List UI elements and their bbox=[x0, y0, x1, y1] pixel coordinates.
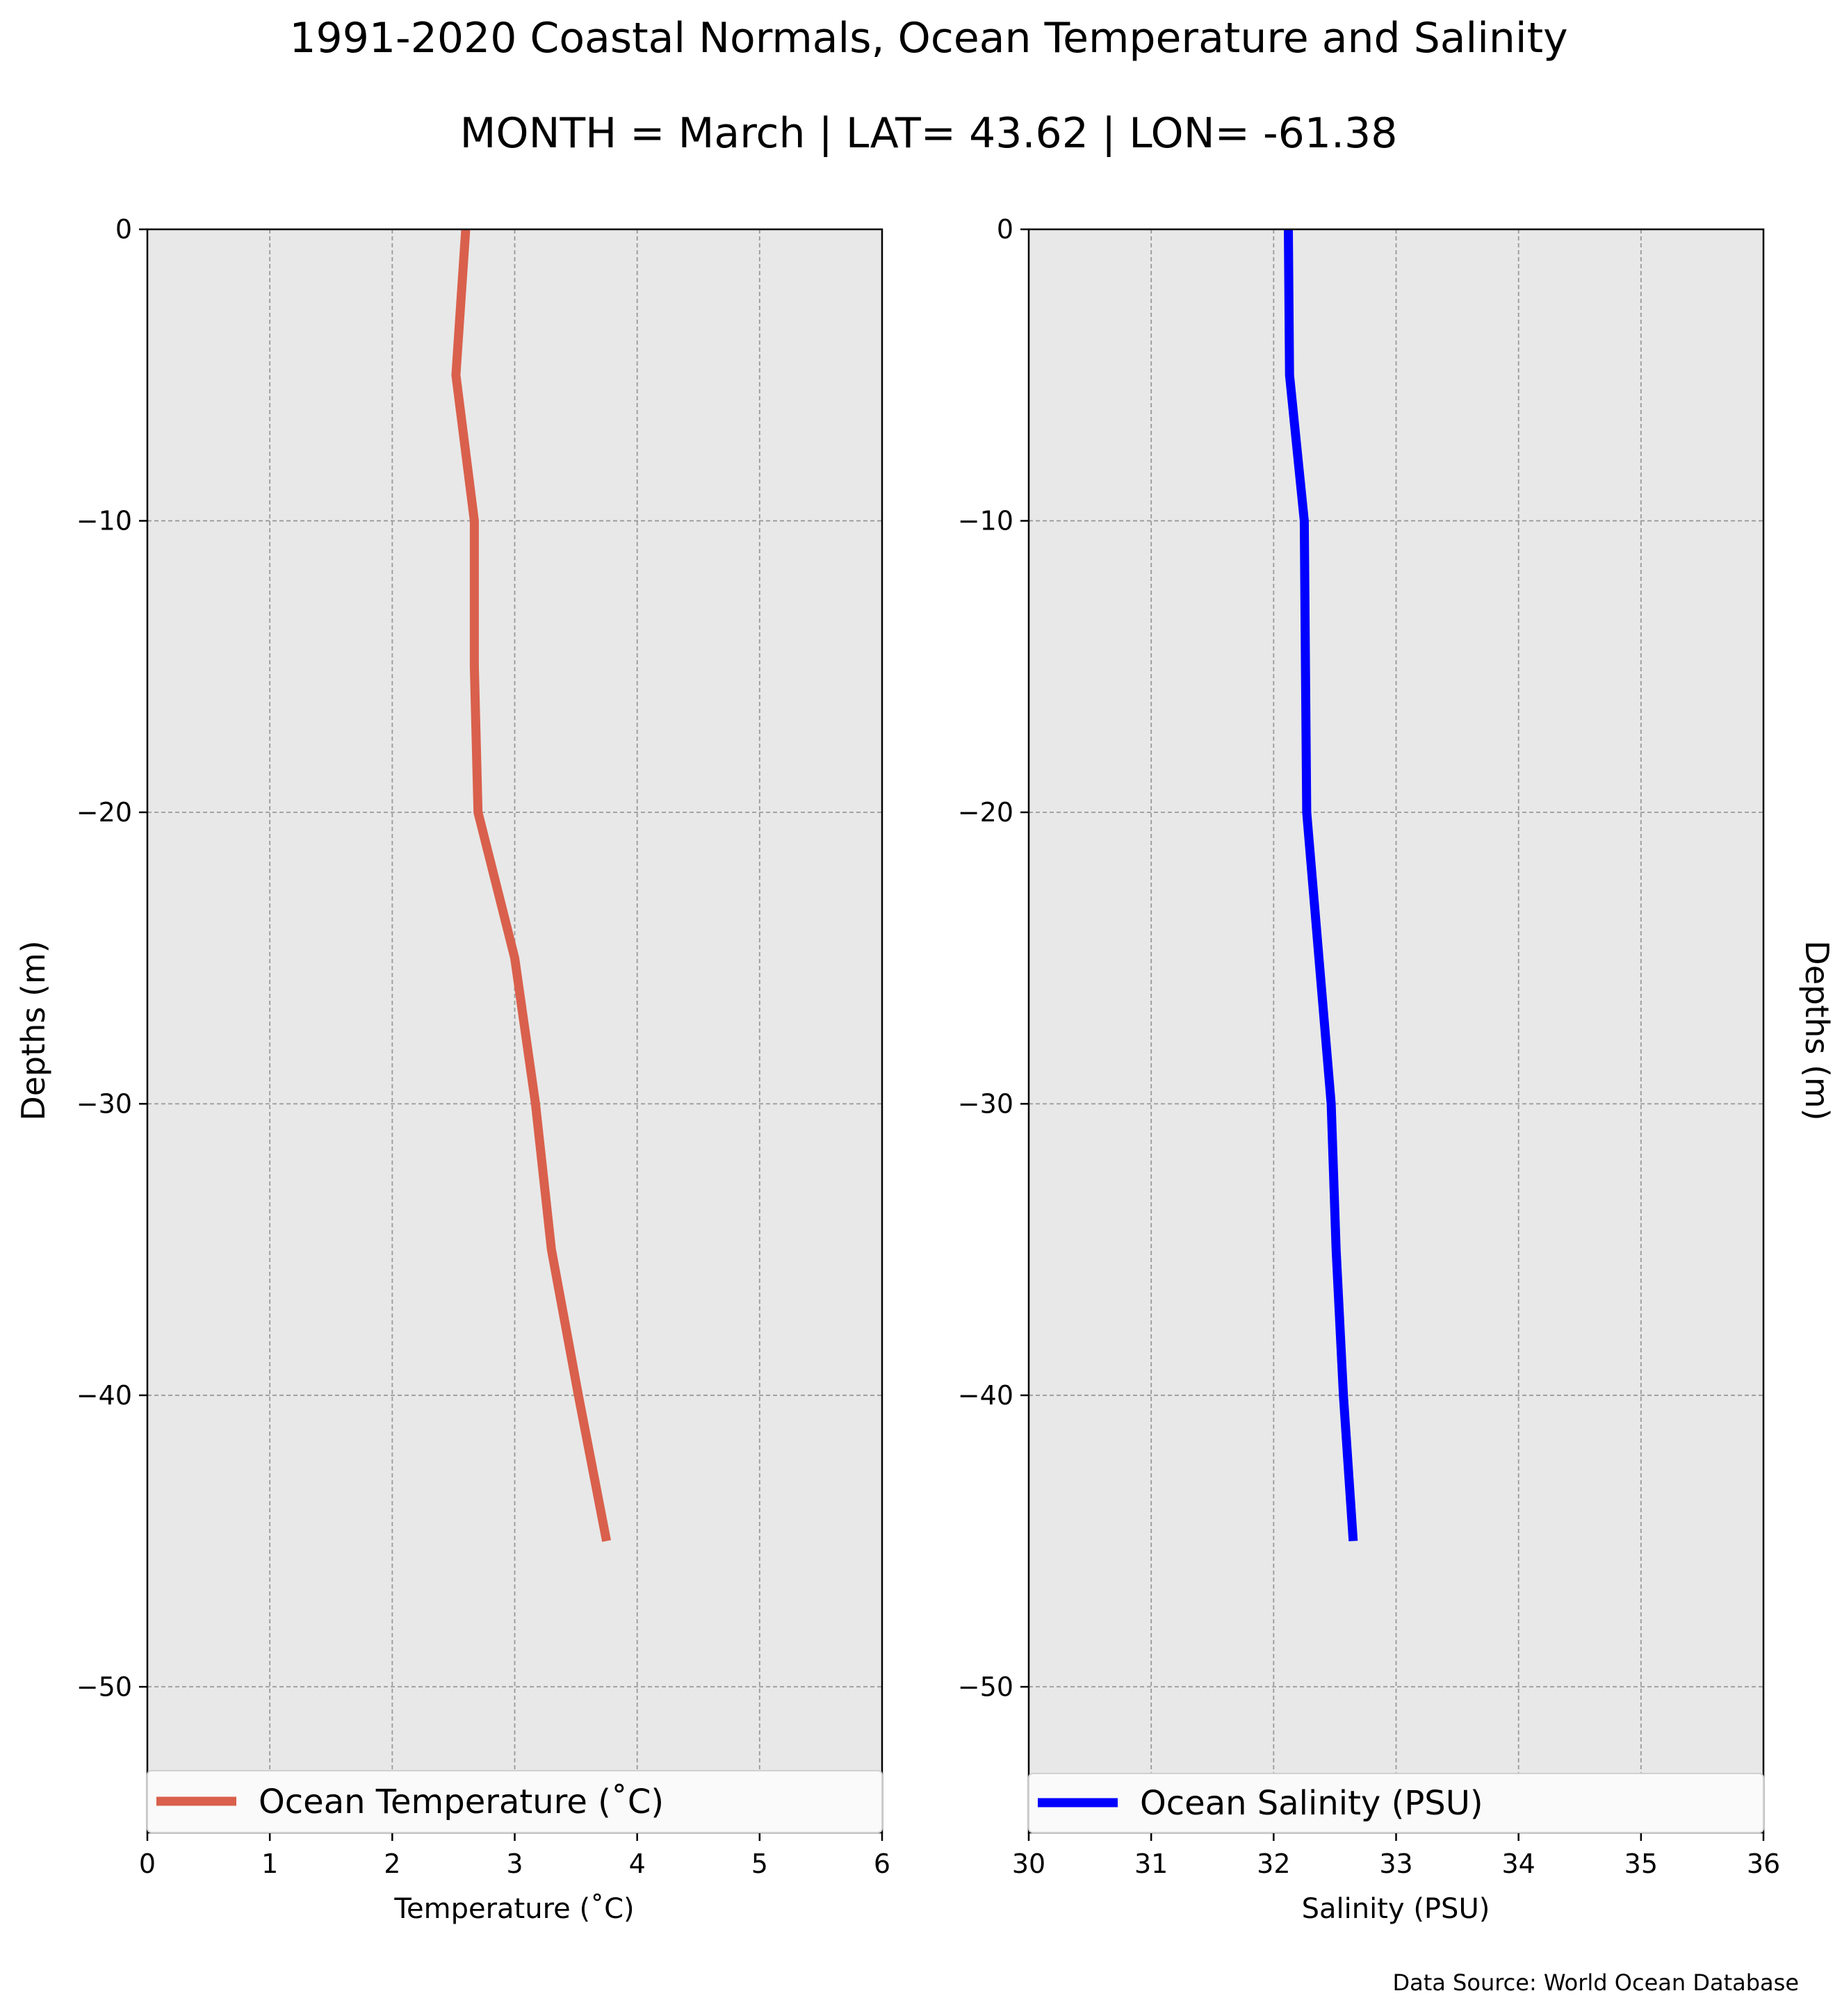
salinity-y-tick-label: −20 bbox=[958, 797, 1013, 828]
salinity-x-tick-label: 33 bbox=[1379, 1849, 1412, 1879]
salinity-data-point bbox=[1319, 958, 1320, 959]
temperature-legend-box bbox=[147, 1770, 883, 1833]
salinity-x-tick-label: 32 bbox=[1257, 1849, 1290, 1879]
temperature-x-tick-label: 6 bbox=[874, 1849, 890, 1879]
salinity-y-tick-label: −10 bbox=[958, 505, 1013, 536]
temperature-data-point bbox=[606, 1541, 608, 1542]
temperature-y-tick-label: −40 bbox=[76, 1380, 132, 1411]
temperature-x-tick-label: 1 bbox=[261, 1849, 278, 1879]
temperature-y-tick-label: −20 bbox=[76, 797, 132, 828]
temperature-panel: 0 1 2 3 4 5 6 0 −10 −20 −30 −40 −50 Ocean Temperatur… bbox=[15, 214, 890, 1925]
salinity-data-point bbox=[1305, 666, 1306, 667]
salinity-data-point bbox=[1353, 1541, 1354, 1542]
salinity-x-tick-label: 35 bbox=[1624, 1849, 1658, 1879]
temperature-x-tick-label: 4 bbox=[629, 1849, 646, 1879]
temperature-data-point bbox=[578, 1395, 579, 1396]
salinity-x-tick-label: 36 bbox=[1747, 1849, 1780, 1879]
temperature-x-tick-label: 2 bbox=[384, 1849, 400, 1879]
temperature-x-axis-label: Temperature (˚C) bbox=[393, 1893, 634, 1925]
temperature-y-tick-label: −50 bbox=[76, 1671, 132, 1702]
salinity-data-point bbox=[1343, 1395, 1344, 1396]
salinity-data-point bbox=[1289, 375, 1290, 376]
temperature-data-point bbox=[535, 1103, 536, 1104]
salinity-y-tick-label: −30 bbox=[958, 1088, 1013, 1119]
temperature-legend: Ocean Temperature (˚C) bbox=[147, 1770, 883, 1833]
salinity-data-point bbox=[1303, 520, 1305, 521]
temperature-data-point bbox=[478, 812, 479, 813]
temperature-data-point bbox=[455, 375, 457, 376]
temperature-data-point bbox=[551, 1249, 552, 1250]
chart-title: 1991-2020 Coastal Normals, Ocean Tempera… bbox=[289, 14, 1567, 63]
temperature-series-line bbox=[451, 229, 611, 1542]
salinity-legend-box bbox=[1028, 1773, 1764, 1833]
temperature-legend-label: Ocean Temperature (˚C) bbox=[259, 1783, 664, 1821]
salinity-y-tick-label: −40 bbox=[958, 1380, 1013, 1411]
salinity-y-tick-label: 0 bbox=[997, 214, 1013, 245]
temperature-data-point bbox=[473, 666, 475, 667]
salinity-x-tick-label: 34 bbox=[1501, 1849, 1535, 1879]
temperature-y-tick-label: −30 bbox=[76, 1088, 132, 1119]
salinity-y-axis-label: Depths (m) bbox=[1798, 940, 1836, 1120]
salinity-data-point bbox=[1306, 812, 1307, 813]
data-source-note: Data Source: World Ocean Database bbox=[1392, 1969, 1799, 1996]
salinity-legend-label: Ocean Salinity (PSU) bbox=[1140, 1784, 1483, 1823]
temperature-x-tick-label: 5 bbox=[751, 1849, 768, 1879]
temperature-y-tick-label: −10 bbox=[76, 505, 132, 536]
temperature-y-tick-label: 0 bbox=[115, 214, 132, 245]
temperature-x-tick-label: 3 bbox=[506, 1849, 523, 1879]
temperature-data-point bbox=[473, 520, 475, 521]
salinity-data-point bbox=[1335, 1249, 1337, 1250]
salinity-panel: 30 31 32 33 34 35 36 0 −10 −20 −30 −40 −50 Ocean Sal… bbox=[958, 214, 1836, 1925]
salinity-data-point bbox=[1330, 1103, 1332, 1104]
temperature-x-tick-label: 0 bbox=[139, 1849, 156, 1879]
salinity-series-line bbox=[1284, 229, 1358, 1541]
chart-subtitle: MONTH = March | LAT= 43.62 | LON= -61.38 bbox=[460, 109, 1398, 158]
salinity-x-axis-label: Salinity (PSU) bbox=[1302, 1893, 1490, 1925]
temperature-data-point bbox=[514, 958, 516, 959]
salinity-y-tick-label: −50 bbox=[958, 1671, 1013, 1702]
salinity-x-tick-label: 30 bbox=[1012, 1849, 1045, 1879]
salinity-x-tick-label: 31 bbox=[1134, 1849, 1168, 1879]
temperature-y-axis-label: Depths (m) bbox=[15, 940, 52, 1120]
salinity-legend: Ocean Salinity (PSU) bbox=[1028, 1773, 1764, 1833]
